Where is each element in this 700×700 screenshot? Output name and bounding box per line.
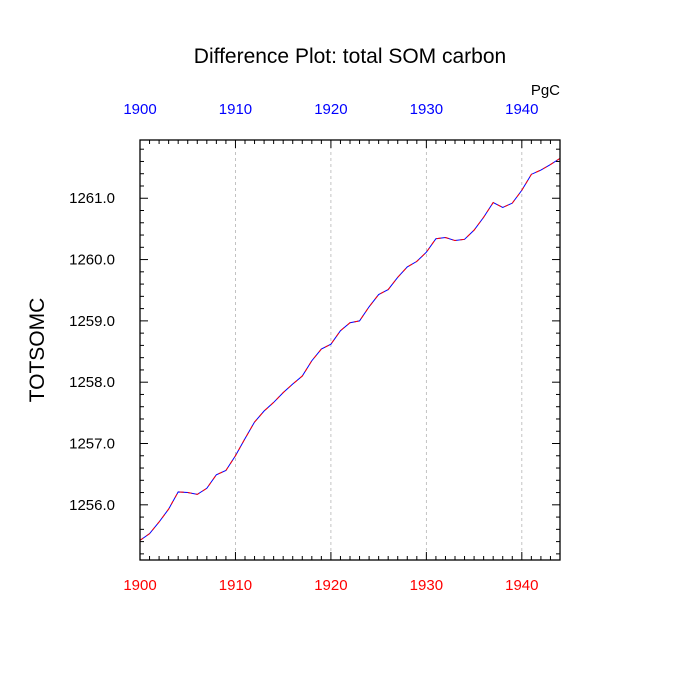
y-axis-label: TOTSOMC (26, 298, 49, 403)
x-tick-label: 1940 (505, 577, 538, 594)
x-tick-label-top: 1930 (410, 101, 443, 118)
x-tick-label-top: 1920 (314, 101, 347, 118)
x-tick-label: 1930 (410, 577, 443, 594)
x-tick-label: 1910 (219, 577, 252, 594)
y-tick-label: 1257.0 (69, 436, 115, 453)
axes (139, 139, 561, 561)
x-tick-label-top: 1940 (505, 101, 538, 118)
units-label: PgC (531, 82, 560, 99)
y-tick-label: 1258.0 (69, 374, 115, 391)
x-tick-label: 1920 (314, 577, 347, 594)
y-tick-label: 1260.0 (69, 252, 115, 269)
series-line (139, 157, 561, 541)
y-tick-label: 1261.0 (69, 190, 115, 207)
x-tick-label: 1900 (123, 577, 156, 594)
x-tick-label-top: 1910 (219, 101, 252, 118)
series-layer (139, 157, 561, 541)
y-tick-label: 1259.0 (69, 313, 115, 330)
x-tick-label-top: 1900 (123, 101, 156, 118)
series-line-dashes (139, 157, 561, 541)
tick-labels: 1900 1900 1910 1910 1920 1920 1930 1930 1940 1940… (69, 101, 538, 594)
chart-title: Difference Plot: total SOM carbon (194, 45, 506, 68)
y-tick-label: 1256.0 (69, 497, 115, 514)
plot-frame (139, 139, 561, 561)
grid-lines (235, 140, 523, 560)
